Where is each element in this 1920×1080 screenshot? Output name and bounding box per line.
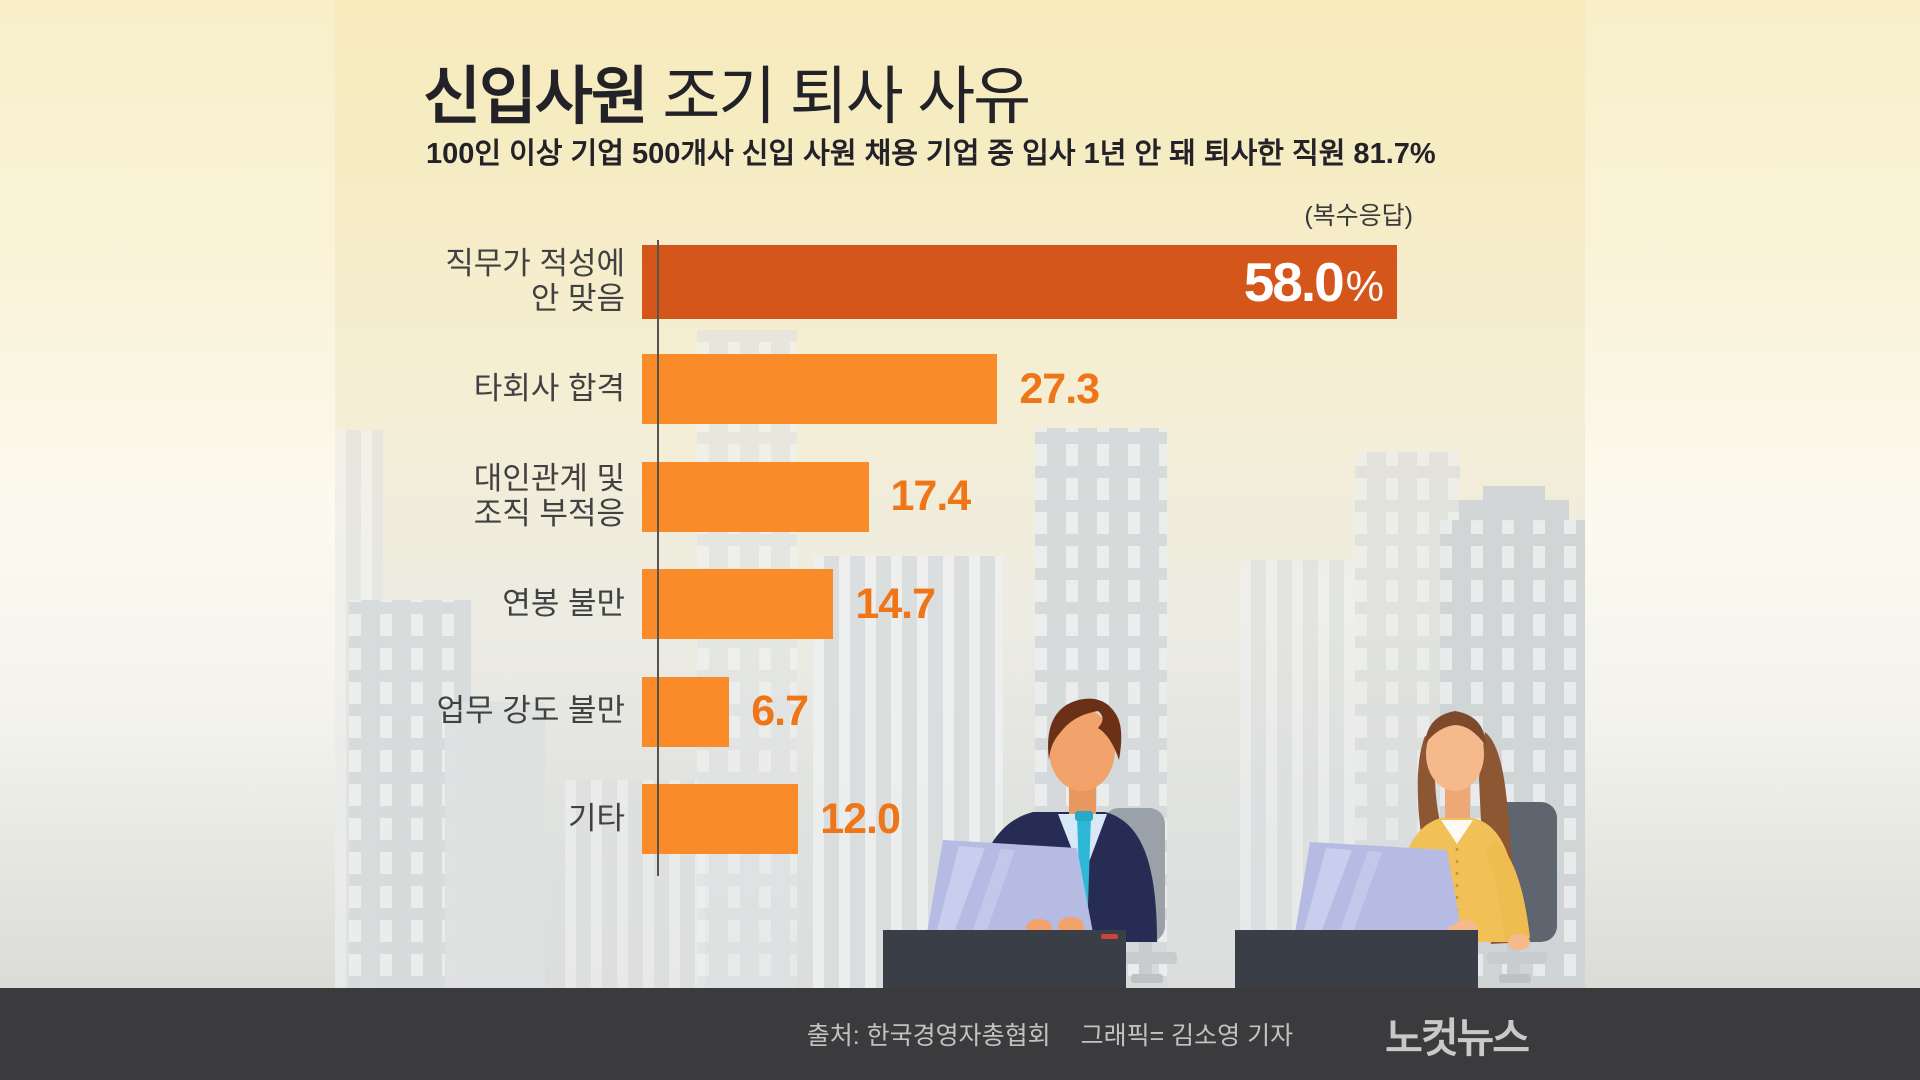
woman-laptop-glare	[1340, 851, 1382, 930]
bar-value-number: 58.0	[1243, 250, 1345, 313]
man-desk	[883, 930, 1126, 988]
woman-laptop-glare	[1304, 848, 1352, 930]
woman-hair-side	[1417, 736, 1443, 834]
bar-value: 12.0	[820, 794, 901, 843]
infographic-panel: 신입사원 조기 퇴사 사유 100인 이상 기업 500개사 신입 사원 채용 …	[335, 0, 1585, 988]
bar-chart: 직무가 적성에 안 맞음 58.0% 타회사 합격 27.3 대인관계 및 조직 부적응…	[335, 228, 1585, 873]
graphic-credit-text: 그래픽= 김소영 기자	[1080, 1022, 1294, 1050]
bar-category-label: 타회사 합격	[473, 370, 625, 406]
man-tie-knot	[1075, 811, 1093, 821]
bar-track: 6.7	[642, 676, 1397, 747]
man-laptop-glare	[973, 849, 1015, 930]
building-icon	[445, 702, 545, 988]
source-text: 출처: 한국경영자총협회	[806, 1022, 1051, 1050]
man-at-desk-icon	[883, 698, 1177, 988]
bar-value: 27.3	[1019, 364, 1100, 413]
bar-value: 17.4	[890, 472, 972, 521]
bar-row: 연봉 불만 14.7	[335, 551, 1585, 659]
chart-axis-line	[657, 240, 659, 876]
footer-bar: 출처: 한국경영자총협회 그래픽= 김소영 기자 노컷뉴스	[0, 988, 1920, 1080]
title-rest: 조기 퇴사 사유	[646, 62, 1031, 132]
bar-category-label: 업무 강도 불만	[436, 693, 625, 729]
bar-category-label: 대인관계 및 조직 부적응	[473, 461, 625, 531]
bar: 58.0%	[642, 244, 1397, 319]
building-rooftop-icon	[1459, 500, 1569, 522]
man-chair-base	[1131, 974, 1163, 983]
building-rooftop-icon	[1483, 486, 1545, 502]
man-face	[1049, 709, 1115, 791]
bar	[642, 354, 998, 425]
bar-value: 58.0%	[1244, 250, 1384, 314]
woman-desk	[1235, 930, 1478, 988]
woman-neck	[1445, 786, 1470, 820]
nocut-news-logo: 노컷뉴스	[1385, 1015, 1530, 1061]
bar	[642, 461, 869, 532]
title-emphasis: 신입사원	[423, 62, 649, 132]
bar	[642, 676, 730, 747]
bar	[642, 784, 799, 855]
bar	[642, 569, 834, 640]
bar-value-unit: %	[1345, 262, 1384, 311]
building-icon	[813, 556, 1003, 988]
bar-category-label: 직무가 적성에 안 맞음	[445, 246, 625, 316]
woman-collar	[1441, 820, 1473, 844]
bar-value: 6.7	[751, 687, 809, 736]
woman-chair-arm	[1487, 952, 1547, 964]
bar-row: 대인관계 및 조직 부적응 17.4	[335, 443, 1585, 551]
page-subtitle: 100인 이상 기업 500개사 신입 사원 채용 기업 중 입사 1년 안 돼…	[426, 138, 1436, 170]
office-workers-illustration	[883, 698, 1557, 988]
multiple-response-note: (복수응답)	[1304, 202, 1413, 230]
woman-arm-sleeve	[1485, 840, 1530, 942]
woman-face	[1426, 717, 1484, 791]
woman-hand-on-armrest	[1508, 934, 1530, 950]
bar-row: 업무 강도 불만 6.7	[335, 658, 1585, 766]
bar-track: 12.0	[642, 784, 1397, 855]
bar-category-label: 기타	[567, 800, 625, 836]
bar-track: 17.4	[642, 461, 1397, 532]
page-title: 신입사원 조기 퇴사 사유	[423, 46, 1031, 137]
bar-track: 27.3	[642, 354, 1397, 425]
red-pen-icon	[1101, 934, 1118, 939]
woman-hair-top	[1425, 711, 1486, 746]
woman-at-desk-icon	[1235, 711, 1557, 988]
bar-value: 14.7	[855, 579, 936, 628]
man-hair	[1048, 698, 1122, 760]
bar-row: 타회사 합격 27.3	[335, 336, 1585, 444]
man-laptop-glare	[937, 846, 985, 930]
building-icon	[697, 330, 797, 988]
bar-track: 14.7	[642, 569, 1397, 640]
bar-category-label: 연봉 불만	[502, 585, 625, 621]
bar-track: 58.0%	[642, 244, 1397, 319]
bar-row: 직무가 적성에 안 맞음 58.0%	[335, 228, 1585, 336]
woman-chair-base	[1499, 974, 1531, 983]
man-chair-arm	[1117, 952, 1177, 964]
bar-row: 기타 12.0	[335, 766, 1585, 874]
